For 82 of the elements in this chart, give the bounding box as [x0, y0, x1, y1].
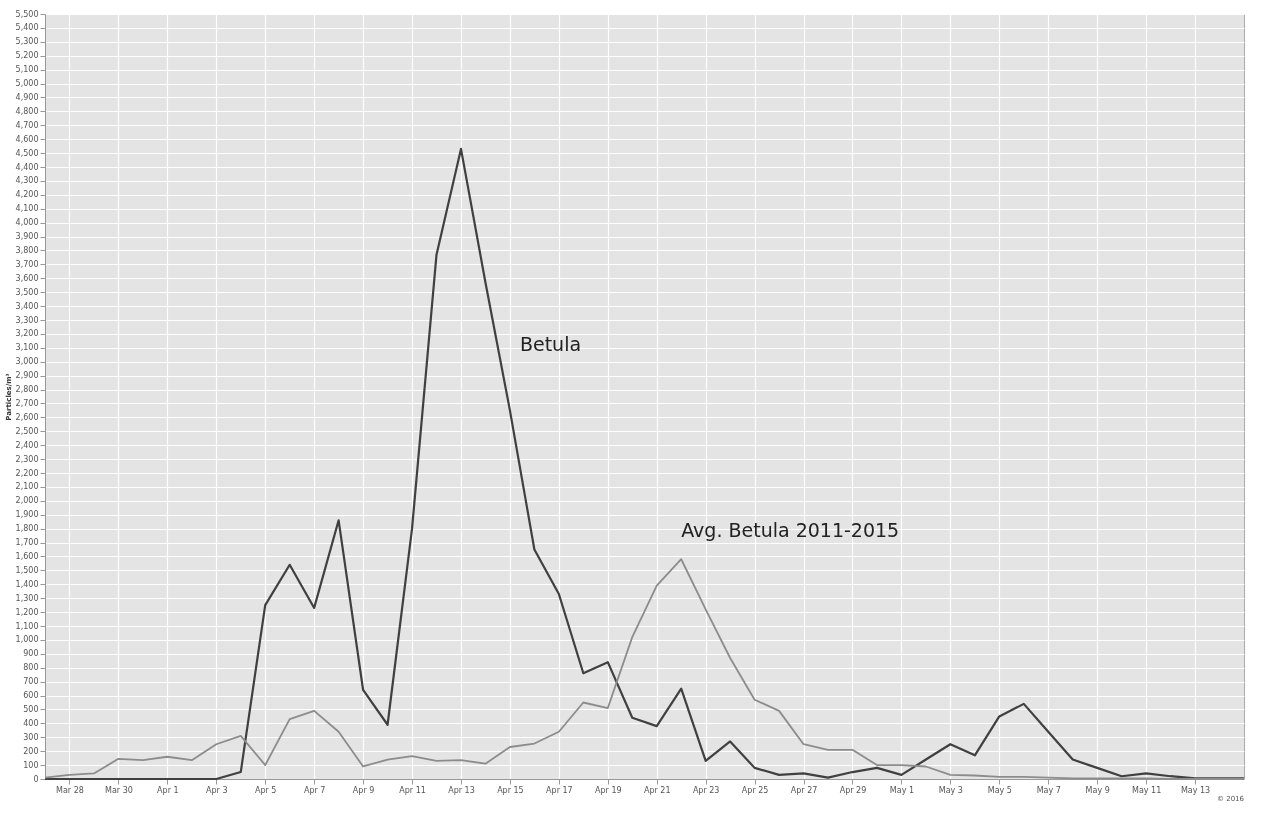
- y-tick-label: 4,400: [15, 162, 39, 172]
- y-tick-label: 2,300: [15, 454, 39, 464]
- y-tick-label: 3,300: [15, 315, 39, 325]
- y-tick-label: 4,600: [15, 134, 39, 144]
- y-tick-label: 1,800: [15, 524, 39, 534]
- y-tick-label: 700: [23, 677, 39, 687]
- x-tick-label: Apr 1: [157, 785, 179, 795]
- x-tick-label: May 11: [1131, 785, 1162, 795]
- y-tick-label: 300: [23, 732, 39, 742]
- x-tick-label: Mar 28: [56, 785, 84, 795]
- x-tick-label: May 7: [1036, 785, 1061, 795]
- y-tick-label: 1,700: [15, 538, 39, 548]
- x-tick-label: Apr 29: [839, 785, 867, 795]
- y-tick-label: 1,200: [15, 607, 39, 617]
- y-tick-label: 100: [23, 760, 39, 770]
- y-tick-label: 3,200: [15, 329, 39, 339]
- x-tick-label: May 13: [1180, 785, 1211, 795]
- y-tick-label: 1,000: [15, 635, 39, 645]
- y-tick-label: 2,100: [15, 482, 39, 492]
- y-tick-label: 3,400: [15, 301, 39, 311]
- y-tick-label: 500: [23, 704, 39, 714]
- y-tick-label: 2,600: [15, 412, 39, 422]
- x-tick-label: Apr 11: [399, 785, 426, 795]
- y-tick-label: 1,900: [15, 510, 39, 520]
- y-tick-label: 3,900: [15, 232, 39, 242]
- y-tick-label: 1,500: [15, 565, 39, 575]
- x-tick-label: Apr 9: [352, 785, 375, 795]
- x-tick-label: Apr 17: [546, 785, 573, 795]
- y-tick-label: 5,300: [15, 37, 39, 47]
- x-tick-label: May 3: [938, 785, 963, 795]
- x-tick-label: May 9: [1085, 785, 1110, 795]
- y-tick-label: 3,100: [15, 343, 39, 353]
- series-label: Avg. Betula 2011-2015: [681, 519, 900, 542]
- y-tick-label: 400: [23, 718, 39, 728]
- y-tick-label: 0: [33, 774, 39, 784]
- y-tick-label: 4,900: [15, 92, 39, 102]
- y-tick-label: 3,800: [15, 245, 39, 255]
- y-tick-label: 5,100: [15, 65, 39, 75]
- y-tick-label: 4,300: [15, 176, 39, 186]
- y-tick-label: 3,000: [15, 357, 39, 367]
- y-tick-label: 2,700: [15, 398, 39, 408]
- x-tick-label: Apr 21: [643, 785, 671, 795]
- y-tick-label: 2,800: [15, 385, 39, 395]
- y-tick-label: 2,200: [15, 468, 39, 478]
- y-tick-label: 2,400: [15, 440, 39, 450]
- y-tick-label: 4,100: [15, 204, 39, 214]
- y-tick-label: 800: [23, 663, 39, 673]
- y-tick-label: 2,900: [15, 371, 39, 381]
- x-tick-label: Mar 30: [104, 785, 133, 795]
- y-tick-label: 1,100: [15, 621, 39, 631]
- y-tick-label: 1,400: [15, 579, 39, 589]
- y-tick-label: 200: [23, 746, 39, 756]
- x-tick-label: Apr 19: [595, 785, 622, 795]
- y-tick-label: 900: [23, 649, 39, 659]
- y-tick-label: 5,200: [15, 51, 39, 61]
- x-tick-label: Apr 5: [254, 785, 277, 795]
- y-tick-label: 3,700: [15, 259, 39, 269]
- x-tick-label: Apr 15: [497, 785, 524, 795]
- y-tick-label: 5,400: [15, 23, 39, 33]
- x-tick-label: Apr 3: [206, 785, 228, 795]
- y-tick-label: 600: [23, 691, 39, 701]
- x-tick-label: Apr 23: [692, 785, 720, 795]
- y-tick-label: 4,700: [15, 120, 39, 130]
- x-tick-label: Apr 7: [303, 785, 326, 795]
- y-tick-label: 5,000: [15, 79, 39, 89]
- y-tick-label: 3,500: [15, 287, 39, 297]
- y-tick-label: 5,500: [15, 9, 39, 19]
- y-tick-label: 1,600: [15, 551, 39, 561]
- y-tick-label: 1,300: [15, 593, 39, 603]
- y-tick-label: 4,200: [15, 190, 39, 200]
- x-tick-label: May 1: [889, 785, 915, 795]
- x-tick-label: May 5: [987, 785, 1012, 795]
- y-tick-label: 2,000: [15, 496, 39, 506]
- x-tick-label: Apr 25: [741, 785, 769, 795]
- y-tick-label: 2,500: [15, 426, 39, 436]
- y-tick-label: 3,600: [15, 273, 39, 283]
- series-label: Betula: [519, 333, 582, 356]
- y-tick-label: 4,500: [15, 148, 39, 158]
- x-tick-label: Apr 27: [790, 785, 818, 795]
- y-tick-label: 4,800: [15, 106, 39, 116]
- x-tick-label: Apr 13: [448, 785, 475, 795]
- y-tick-label: 4,000: [15, 218, 39, 228]
